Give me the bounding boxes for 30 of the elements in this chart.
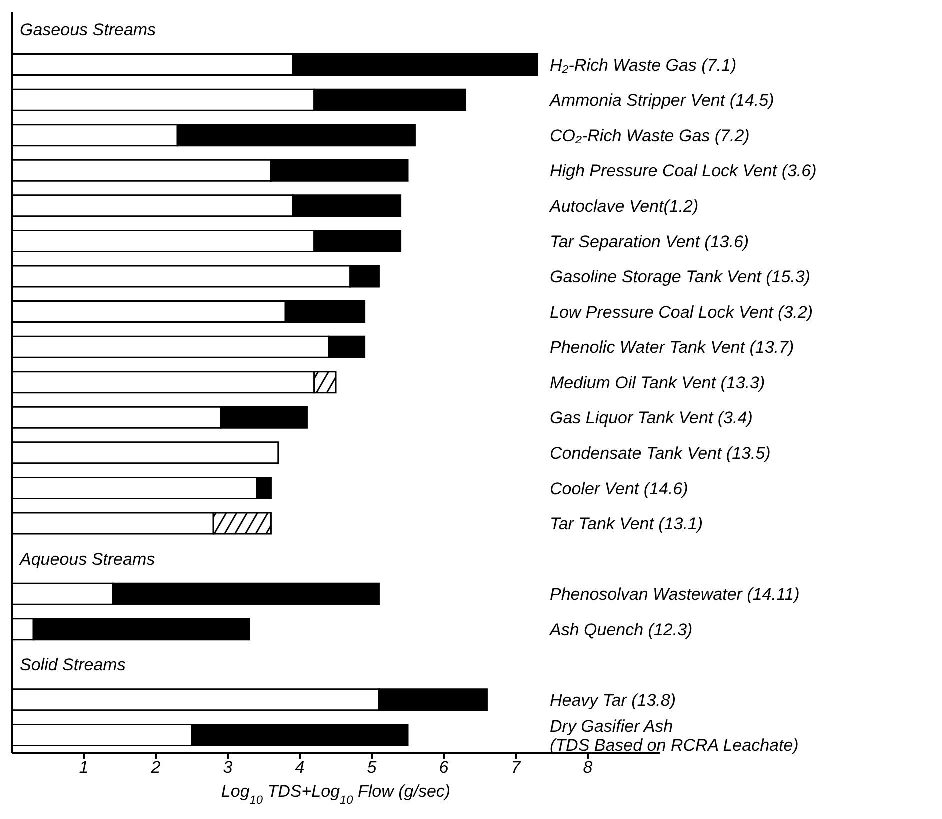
y-tick-label: Ash Quench (12.3) bbox=[549, 620, 693, 640]
y-tick-label: Gas Liquor Tank Vent (3.4) bbox=[550, 408, 753, 428]
x-axis-title: Log$_{10}$ TDS+Log$_{10}$ Flow (g/sec) bbox=[221, 782, 451, 807]
annotation: Solid Streams bbox=[20, 656, 126, 675]
y-tick-label: Gasoline Storage Tank Vent (15.3) bbox=[550, 268, 811, 287]
y-tick-label: CO₂-Rich Waste Gas (7.2) bbox=[550, 126, 750, 146]
y-tick-label: High Pressure Coal Lock Vent (3.6) bbox=[550, 162, 817, 181]
y-tick-label: Low Pressure Coal Lock Vent (3.2) bbox=[550, 302, 813, 322]
x-tick-label: 1 bbox=[79, 758, 89, 778]
y-tick-label: Dry Gasifier Ash (TDS Based on RCRA Leachate) bbox=[550, 716, 799, 755]
y-tick-label: Cooler Vent (14.6) bbox=[550, 479, 688, 498]
y-tick-label: Phenolic Water Tank Vent (13.7) bbox=[550, 338, 794, 358]
y-tick-label: H₂-Rich Waste Gas (7.1) bbox=[550, 56, 737, 75]
x-tick-label: 6 bbox=[439, 758, 450, 778]
y-tick-label: Condensate Tank Vent (13.5) bbox=[550, 444, 771, 464]
y-tick-label: Heavy Tar (13.8) bbox=[550, 691, 676, 710]
y-tick-label: Tar Tank Vent (13.1) bbox=[550, 514, 704, 534]
annotation: Aqueous Streams bbox=[19, 550, 156, 569]
x-tick-label: 8 bbox=[583, 758, 594, 778]
x-tick-label: 5 bbox=[367, 758, 378, 778]
x-tick-label: 7 bbox=[511, 758, 522, 778]
x-tick-label: 2 bbox=[150, 758, 162, 778]
annotation: Gaseous Streams bbox=[20, 20, 157, 40]
x-tick-label: 4 bbox=[295, 758, 305, 778]
y-tick-label: Autoclave Vent(1.2) bbox=[549, 197, 699, 216]
y-tick-label: Phenosolvan Wastewater (14.11) bbox=[550, 585, 800, 604]
y-tick-label: Tar Separation Vent (13.6) bbox=[550, 232, 750, 252]
x-tick-label: 3 bbox=[223, 758, 234, 778]
y-tick-label: Medium Oil Tank Vent (13.3) bbox=[550, 373, 766, 392]
y-tick-label: Ammonia Stripper Vent (14.5) bbox=[549, 91, 774, 110]
